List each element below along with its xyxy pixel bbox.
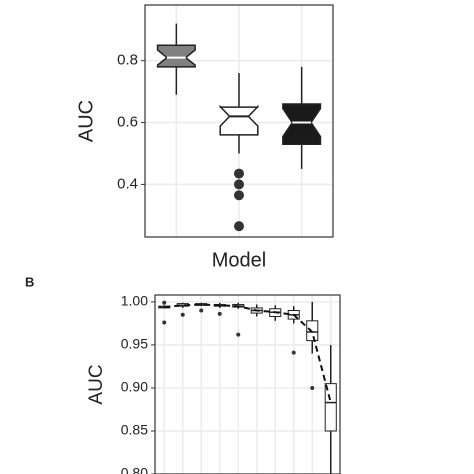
box	[156, 44, 196, 68]
outlier	[234, 221, 244, 232]
y-tick-label: 0.80	[121, 465, 148, 474]
outlier	[180, 312, 185, 317]
outlier	[199, 308, 204, 313]
y-tick-label: 0.95	[121, 336, 148, 352]
outlier	[310, 385, 315, 390]
y-tick-label: 0.90	[121, 379, 148, 395]
outlier	[291, 350, 296, 355]
outlier	[234, 179, 244, 190]
outlier	[162, 320, 167, 325]
y-tick-label: 0.8	[117, 52, 138, 69]
panel-border	[144, 4, 334, 238]
y-tick-label: 0.6	[117, 114, 138, 131]
outlier	[236, 332, 241, 337]
panel-label: B	[25, 274, 34, 289]
y-tick-label: 1.00	[121, 293, 148, 309]
y-tick-label: 0.4	[117, 175, 138, 192]
y-axis-title: AUC	[75, 100, 97, 142]
box	[219, 104, 259, 136]
box	[282, 103, 322, 145]
x-axis-title: Model	[212, 249, 266, 271]
outlier	[217, 311, 222, 316]
outlier	[162, 300, 167, 305]
outlier	[234, 190, 244, 201]
median-trend	[164, 303, 332, 403]
y-axis-title: AUC	[86, 364, 107, 404]
panel-border	[154, 294, 341, 474]
box	[324, 383, 337, 432]
y-tick-label: 0.85	[121, 422, 148, 438]
outlier	[234, 168, 244, 179]
